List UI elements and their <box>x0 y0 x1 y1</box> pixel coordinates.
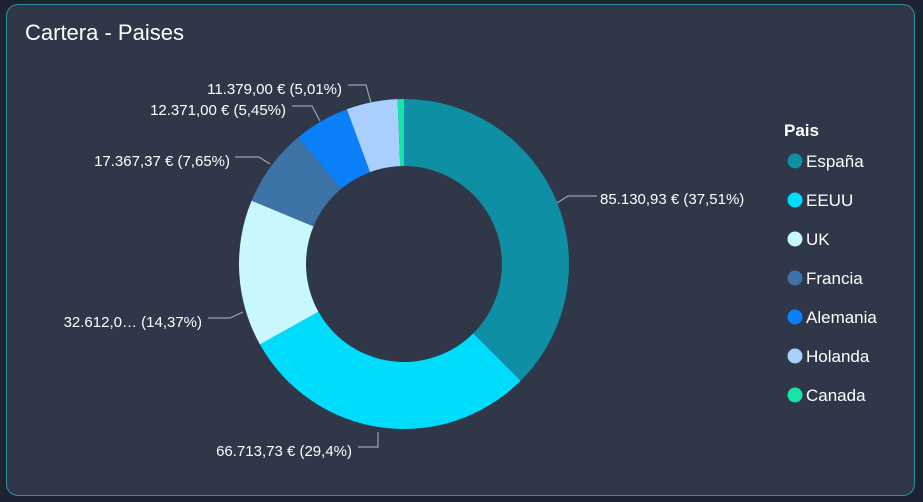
legend-swatch-canada <box>787 387 803 403</box>
slice-canada[interactable] <box>397 99 404 167</box>
legend-item-eeuu[interactable]: EEUU <box>806 191 853 210</box>
leader-line-francia <box>235 156 271 165</box>
legend-title: Pais <box>784 121 819 140</box>
chart-title: Cartera - Paises <box>25 20 184 45</box>
legend-item-espana[interactable]: España <box>806 152 864 171</box>
legend-swatch-francia <box>787 270 803 286</box>
leader-line-eeuu <box>358 432 379 448</box>
leader-line-espana <box>556 195 597 204</box>
legend-swatch-eeuu <box>787 192 803 208</box>
legend-item-holanda[interactable]: Holanda <box>806 347 870 366</box>
legend-swatch-holanda <box>787 348 803 364</box>
slice-espana[interactable] <box>404 99 569 381</box>
legend-swatch-alemania <box>787 309 803 325</box>
slice-alemania[interactable] <box>298 109 371 189</box>
slice-eeuu[interactable] <box>259 311 521 430</box>
leader-line-uk <box>208 311 244 319</box>
slice-holanda[interactable] <box>346 99 401 173</box>
legend-swatch-uk <box>787 231 803 247</box>
data-label-uk: 32.612,0… (14,37%) <box>64 314 202 331</box>
legend-item-uk[interactable]: UK <box>806 230 830 249</box>
legend-item-francia[interactable]: Francia <box>806 269 863 288</box>
data-label-francia: 17.367,37 € (7,65%) <box>94 153 230 170</box>
slice-francia[interactable] <box>251 137 342 227</box>
leader-line-alemania <box>292 105 321 122</box>
legend-item-alemania[interactable]: Alemania <box>806 308 877 327</box>
data-label-holanda: 11.379,00 € (5,01%) <box>207 81 342 98</box>
data-label-eeuu: 66.713,73 € (29,4%) <box>216 443 352 460</box>
leader-line-holanda <box>348 84 372 104</box>
data-label-espana: 85.130,93 € (37,51%) <box>600 191 744 208</box>
legend-swatch-espana <box>787 153 803 169</box>
slice-uk[interactable] <box>239 200 319 345</box>
legend-item-canada[interactable]: Canada <box>806 386 866 405</box>
data-label-alemania: 12.371,00 € (5,45%) <box>150 102 286 119</box>
